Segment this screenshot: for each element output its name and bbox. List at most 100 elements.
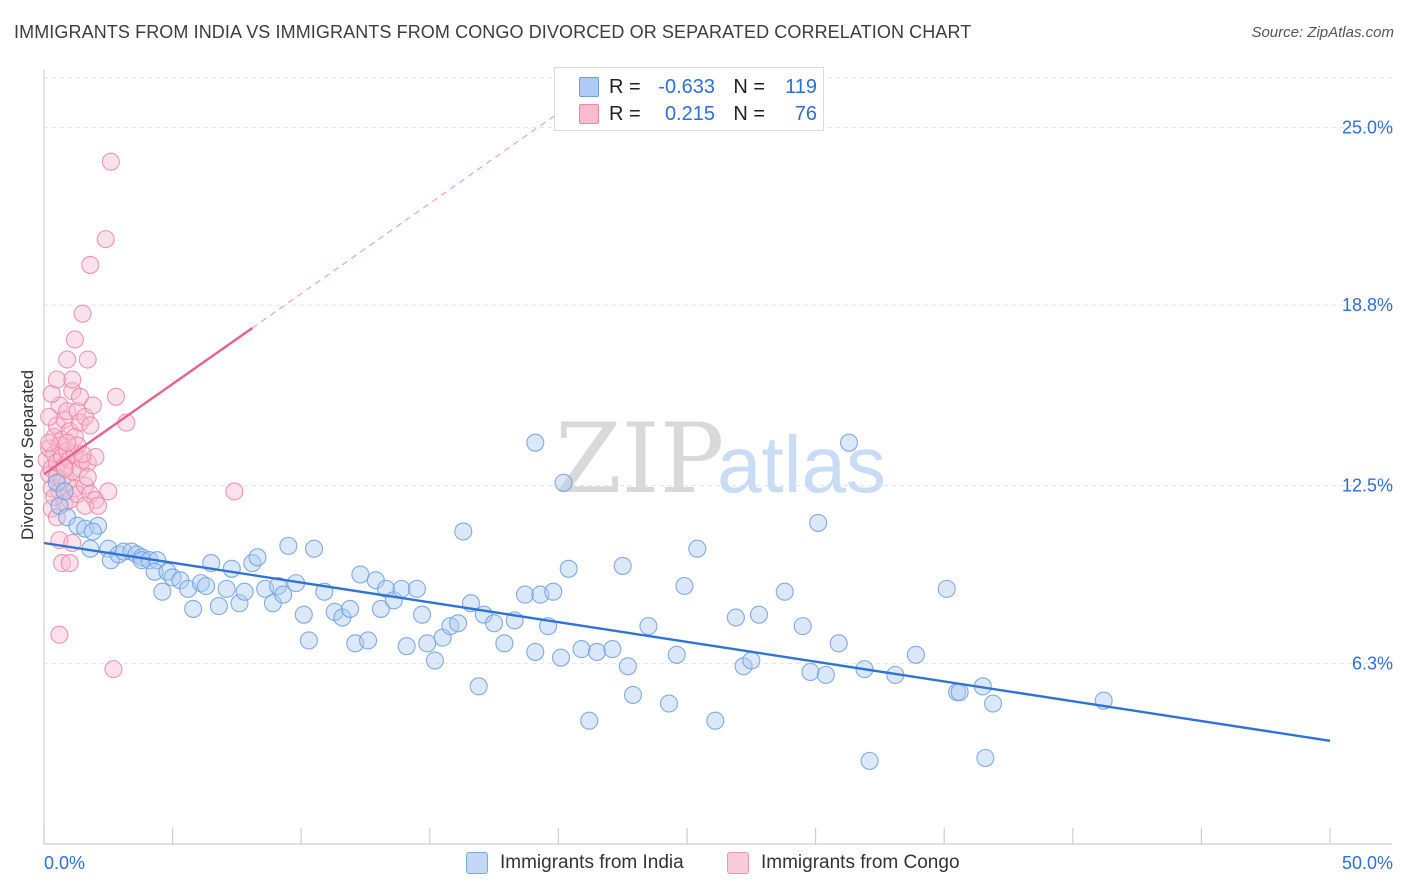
congo-points xyxy=(37,152,244,679)
congo-point xyxy=(70,413,90,432)
india-point xyxy=(269,576,288,596)
legend-item-india: Immigrants from India xyxy=(466,852,684,874)
legend-row-india: R = -0.633 N = 119 xyxy=(579,75,817,99)
india-point xyxy=(801,662,820,682)
india-point xyxy=(839,433,859,452)
congo-point xyxy=(40,439,59,458)
legend-swatch-india xyxy=(579,77,599,97)
india-point xyxy=(299,631,318,650)
india-point xyxy=(809,513,828,532)
india-point xyxy=(217,579,236,598)
grid-lines xyxy=(44,77,1392,664)
congo-point xyxy=(101,152,120,171)
legend-swatch-congo xyxy=(579,104,599,124)
india-point xyxy=(544,582,563,601)
india-point xyxy=(243,554,262,573)
india-point xyxy=(469,677,488,696)
india-point xyxy=(984,694,1003,713)
legend-n-label-india: N = xyxy=(733,75,765,98)
india-point xyxy=(551,648,571,667)
india-point xyxy=(618,657,637,676)
congo-point xyxy=(45,488,64,507)
congo-point xyxy=(96,230,115,249)
watermark-atlas: atlas xyxy=(717,420,886,509)
legend-row-congo: R = 0.215 N = 76 xyxy=(579,102,817,126)
watermark: ZIP atlas xyxy=(555,403,886,515)
india-point xyxy=(829,634,848,653)
congo-point xyxy=(73,304,92,323)
india-point xyxy=(950,683,969,702)
india-point xyxy=(407,579,426,598)
india-point xyxy=(359,631,378,650)
india-point xyxy=(659,694,679,713)
y-tick-label: 6.3% xyxy=(1352,653,1393,673)
correlation-legend: R = -0.633 N = 119 R = 0.215 N = 76 xyxy=(554,67,824,131)
india-point xyxy=(392,579,411,598)
india-point xyxy=(906,645,925,664)
congo-point xyxy=(78,468,97,487)
chart-title: IMMIGRANTS FROM INDIA VS IMMIGRANTS FROM… xyxy=(14,22,972,42)
legend-r-label-congo: R = xyxy=(609,102,641,125)
india-point xyxy=(88,516,108,535)
india-point xyxy=(623,685,643,704)
india-point xyxy=(688,539,707,558)
india-point xyxy=(83,522,102,541)
legend-item-congo: Immigrants from Congo xyxy=(727,852,960,874)
india-point xyxy=(515,585,535,604)
india-point xyxy=(937,579,956,598)
congo-point xyxy=(81,416,100,435)
india-point xyxy=(572,640,591,659)
legend-swatch-congo-bottom xyxy=(727,852,749,874)
legend-n-label-congo: N = xyxy=(733,102,765,125)
congo-point xyxy=(40,433,59,452)
india-point xyxy=(603,640,622,659)
congo-point xyxy=(76,496,95,515)
axes xyxy=(43,70,1392,845)
congo-point xyxy=(65,330,84,349)
india-point xyxy=(184,599,203,618)
india-point xyxy=(639,617,658,636)
india-point xyxy=(749,605,769,624)
legend-swatch-india-bottom xyxy=(466,852,488,874)
congo-trend-extension xyxy=(251,112,559,329)
india-point xyxy=(613,556,632,575)
india-point xyxy=(587,642,607,661)
india-point xyxy=(397,637,416,656)
india-point xyxy=(742,651,761,670)
congo-point xyxy=(42,384,61,403)
india-point xyxy=(248,548,267,567)
y-tick-labels: 6.3% 12.5% 18.8% 25.0% xyxy=(1342,117,1393,673)
india-point xyxy=(726,608,745,627)
trend-lines xyxy=(43,112,1331,742)
legend-n-value-india: 119 xyxy=(785,75,817,98)
congo-point xyxy=(106,387,126,406)
india-point xyxy=(816,665,835,684)
india-point xyxy=(860,751,879,770)
india-point xyxy=(454,522,473,541)
congo-point xyxy=(78,350,97,369)
watermark-zip: ZIP xyxy=(555,403,724,515)
congo-point xyxy=(40,407,59,426)
congo-point xyxy=(70,387,90,406)
india-point xyxy=(209,597,228,616)
congo-point xyxy=(50,625,69,644)
india-point xyxy=(230,594,249,613)
legend-r-value-india: -0.633 xyxy=(658,75,715,98)
congo-trend-line xyxy=(43,327,254,476)
india-point xyxy=(449,614,468,633)
x-ticks xyxy=(43,828,1331,844)
congo-point xyxy=(83,396,102,415)
x-tick-label-min: 0.0% xyxy=(44,853,85,873)
india-point xyxy=(526,433,545,452)
series-legend: Immigrants from India Immigrants from Co… xyxy=(0,852,1406,878)
congo-point xyxy=(58,350,77,369)
congo-point xyxy=(52,554,72,573)
india-point xyxy=(793,617,812,636)
india-point xyxy=(554,473,573,492)
india-point xyxy=(196,576,216,596)
india-point xyxy=(294,605,313,624)
legend-r-label-india: R = xyxy=(609,75,641,98)
india-point xyxy=(675,576,694,596)
india-point xyxy=(580,711,599,730)
